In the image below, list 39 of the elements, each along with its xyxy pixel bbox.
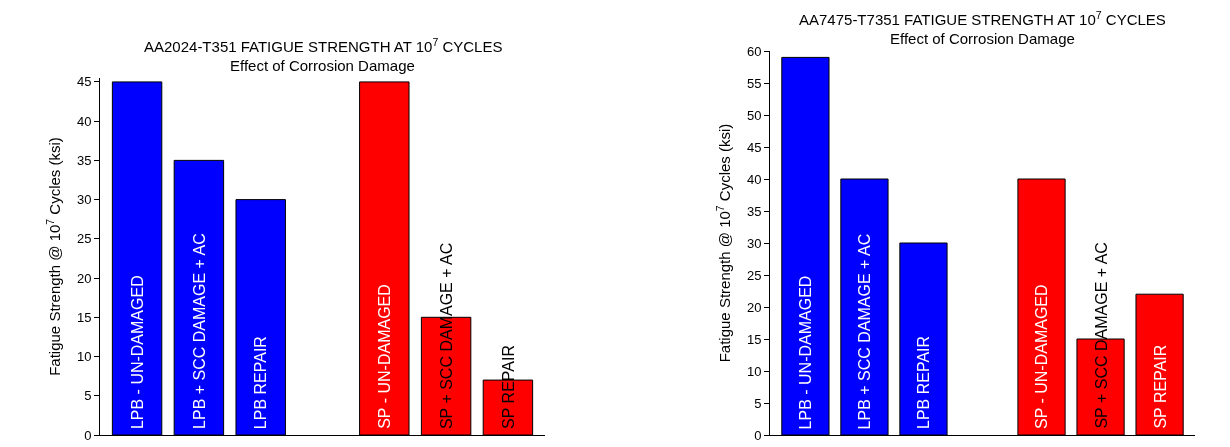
x-tick-label: SP - UN-DAMAGED — [1033, 284, 1051, 430]
y-tick-label: 5 — [84, 388, 92, 404]
y-tick-label: 55 — [746, 75, 762, 91]
y-tick-label: 35 — [746, 203, 762, 219]
y-tick-label: 60 — [746, 43, 762, 59]
chart-title: AA7475-T7351 FATIGUE STRENGTH AT 10$^{7}$ CYCLES — [799, 9, 1166, 29]
y-tick-label: 40 — [76, 113, 92, 129]
y-tick-label: 20 — [746, 299, 762, 315]
x-tick-label: LPB REPAIR — [252, 336, 270, 430]
y-tick-label: 30 — [76, 192, 92, 208]
y-tick-label: 0 — [84, 427, 92, 443]
y-tick-label: 0 — [754, 427, 762, 443]
y-tick-label: 45 — [76, 74, 92, 90]
chart-subtitle: Effect of Corrosion Damage — [230, 57, 415, 74]
x-tick-label: SP REPAIR — [499, 345, 517, 429]
x-tick-label: SP REPAIR — [1151, 344, 1169, 429]
y-tick-label: 35 — [76, 152, 92, 168]
y-tick-label: 50 — [746, 107, 762, 123]
y-tick-label: 5 — [754, 395, 762, 411]
x-tick-label: SP - UN-DAMAGED — [375, 284, 393, 429]
x-tick-label: SP + SCC DAMAGE + AC — [438, 242, 456, 430]
y-tick-label: 30 — [746, 235, 762, 251]
y-tick-label: 10 — [76, 349, 92, 365]
y-tick-label: 10 — [746, 363, 762, 379]
x-tick-label: LPB - UN-DAMAGED — [129, 275, 147, 430]
chart-subtitle: Effect of Corrosion Damage — [890, 30, 1075, 47]
x-tick-label: SP + SCC DAMAGE + AC — [1092, 242, 1110, 429]
y-tick-label: 15 — [746, 331, 762, 347]
y-tick-label: 25 — [76, 231, 92, 247]
y-tick-label: 20 — [76, 270, 92, 286]
y-tick-label: 40 — [746, 171, 762, 187]
x-tick-label: LPB + SCC DAMAGE + AC — [190, 233, 208, 429]
y-tick-label: 15 — [76, 309, 92, 325]
x-tick-label: LPB + SCC DAMAGE + AC — [856, 233, 874, 430]
y-tick-label: 25 — [746, 267, 762, 283]
y-tick-label: 45 — [746, 139, 762, 155]
x-tick-label: LPB REPAIR — [914, 335, 932, 429]
chart-title: AA2024-T351 FATIGUE STRENGTH AT 10$^{7}$ CYCLES — [144, 36, 503, 56]
x-tick-label: LPB - UN-DAMAGED — [797, 275, 815, 430]
